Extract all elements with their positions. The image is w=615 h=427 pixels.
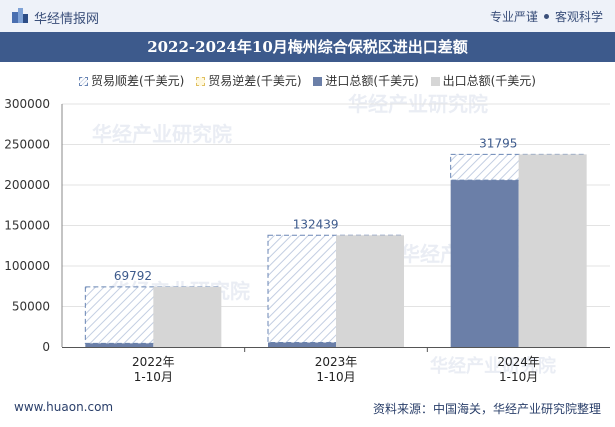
legend-swatch-deficit [196,77,206,86]
tagline-part-1: 专业严谨 [489,10,538,24]
chart-legend: 贸易顺差(千美元) 贸易逆差(千美元) 进口总额(千美元) 出口总额(千美元) [0,72,615,89]
legend-label-surplus: 贸易顺差(千美元) [91,74,185,88]
y-tick-label: 150000 [4,219,50,233]
top-bar [0,0,615,32]
chart-title: 2022-2024年10月梅州综合保税区进出口差额 [147,38,468,56]
bar-export [336,235,404,347]
y-tick-label: 200000 [4,178,50,192]
y-tick-label: 100000 [4,259,50,273]
y-tick-label: 50000 [12,300,50,314]
legend-item-export: 出口总额(千美元) [430,72,536,89]
footer-source: 资料来源：中国海关，华经产业研究院整理 [372,402,601,416]
x-tick-label-line: 2023年 [315,355,358,369]
tagline: 专业严谨 客观科学 [490,8,603,25]
x-tick-label-line: 1-10月 [134,370,173,384]
legend-label-export: 出口总额(千美元) [442,74,536,88]
watermark-5: 华经产业研究院 [430,356,556,377]
legend-item-deficit: 贸易逆差(千美元) [196,72,302,89]
bullet-icon [543,14,549,19]
title-bar [0,32,615,62]
legend-label-import: 进口总额(千美元) [325,74,419,88]
data-label: 132439 [293,217,339,231]
legend-swatch-surplus [79,77,88,86]
legend-swatch-import [313,77,323,86]
bar-import [450,180,519,347]
y-tick-label: 300000 [4,97,50,111]
x-tick-label: 2023年 1-10月 [315,355,358,384]
x-tick-label: 2022年 1-10月 [132,355,175,384]
logo-icon [12,8,28,23]
y-tick-label: 0 [42,340,50,354]
x-tick-label-line: 1-10月 [316,370,355,384]
legend-item-surplus: 贸易顺差(千美元) [79,72,184,89]
legend-swatch-export [430,77,440,86]
bar-import [268,342,336,347]
legend-item-import: 进口总额(千美元) [313,72,419,89]
x-tick-label: 2024年 1-10月 [497,355,540,384]
bar-export [518,154,587,347]
x-tick-label-line: 2022年 [132,355,175,369]
tagline-part-2: 客观科学 [554,10,603,24]
x-tick-label-line: 1-10月 [499,370,538,384]
footer-website[interactable]: www.huaon.com [14,400,114,414]
bar-export [153,286,222,347]
bar-import [85,343,154,347]
y-tick-label: 250000 [4,138,50,152]
legend-label-deficit: 贸易逆差(千美元) [208,74,302,88]
x-tick-label-line: 2024年 [497,355,540,369]
data-label: 69792 [114,269,152,283]
watermark-1: 华经产业研究院 [92,122,232,146]
brand-name: 华经情报网 [34,12,100,27]
data-label: 31795 [479,136,517,150]
